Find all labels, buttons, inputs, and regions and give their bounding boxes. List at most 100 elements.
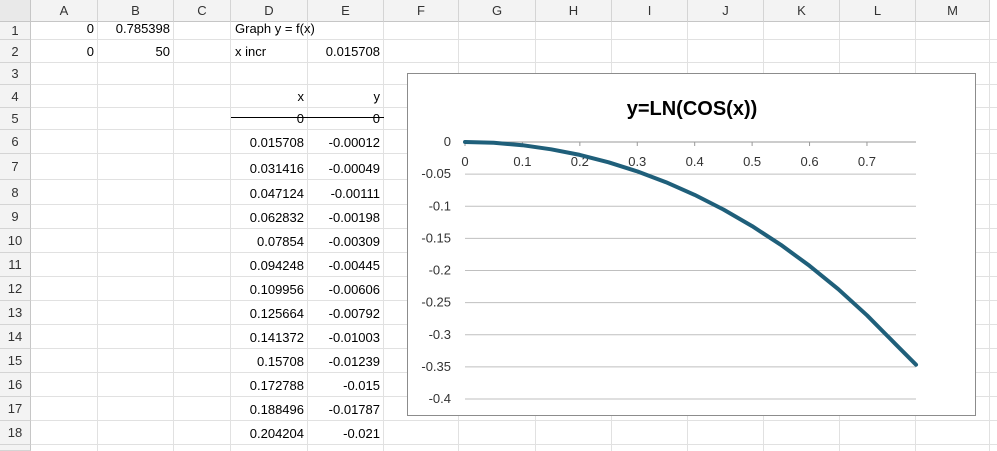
cell-E12[interactable]: -0.00606 [328,282,380,297]
cell-D17[interactable]: 0.188496 [249,402,304,417]
column-header-K[interactable]: K [764,0,840,22]
y-tick-label: -0.15 [421,230,451,245]
cell-E18[interactable]: -0.021 [343,426,380,441]
row-header-9[interactable]: 9 [0,205,31,229]
column-header-D[interactable]: D [231,0,308,22]
cell-D14[interactable]: 0.141372 [249,330,304,345]
column-header-M[interactable]: M [916,0,990,22]
grid-vline [989,22,990,451]
row-header-3[interactable]: 3 [0,63,31,85]
row-header-partial[interactable] [0,445,31,451]
cell-E9[interactable]: -0.00198 [328,210,380,225]
row-header-7[interactable]: 7 [0,154,31,180]
grid-vline [307,22,308,451]
y-tick-label: -0.4 [429,391,451,406]
x-tick-label: 0.3 [628,154,646,169]
row-header-5[interactable]: 5 [0,108,31,130]
cell-D18[interactable]: 0.204204 [249,426,304,441]
grid-hline [31,62,997,63]
cell-E11[interactable]: -0.00445 [328,258,380,273]
x-tick-label: 0.5 [743,154,761,169]
row-header-10[interactable]: 10 [0,229,31,253]
x-tick-label: 0.7 [858,154,876,169]
cell-E16[interactable]: -0.015 [343,378,380,393]
row-header-17[interactable]: 17 [0,397,31,421]
column-header-B[interactable]: B [98,0,174,22]
chart-svg: y=LN(COS(x)) 0 -0.05 -0.1 -0.15 -0.2 -0.25 -0.3… [421,98,918,406]
row-header-8[interactable]: 8 [0,180,31,205]
cell-B2[interactable]: 50 [155,44,170,59]
grid-hline [31,39,997,40]
cell-D2[interactable]: x incr [235,44,267,59]
y-tick-label: -0.2 [429,263,451,278]
row-header-14[interactable]: 14 [0,325,31,349]
row-header-13[interactable]: 13 [0,301,31,325]
row-header-12[interactable]: 12 [0,277,31,301]
cell-D8[interactable]: 0.047124 [249,186,304,201]
cell-D4[interactable]: x [297,89,305,104]
y-tick-label: -0.05 [421,166,451,181]
x-tick-label: 0 [461,154,468,169]
column-header-H[interactable]: H [536,0,612,22]
x-tick-label: 0.4 [686,154,704,169]
row-header-1[interactable]: 1 [0,22,31,40]
cell-D13[interactable]: 0.125664 [249,306,304,321]
row-header-4[interactable]: 4 [0,85,31,108]
column-header-L[interactable]: L [840,0,916,22]
y-tick-label: -0.35 [421,359,451,374]
cell-E5[interactable]: 0 [372,111,380,126]
y-tick-label: -0.25 [421,295,451,310]
cell-E10[interactable]: -0.00309 [328,234,380,249]
select-all-corner[interactable] [0,0,31,22]
cell-D9[interactable]: 0.062832 [249,210,304,225]
grid-vline [173,22,174,451]
cell-D10[interactable]: 0.07854 [257,234,304,249]
cell-E17[interactable]: -0.01787 [328,402,380,417]
cell-E15[interactable]: -0.01239 [328,354,380,369]
cell-E2[interactable]: 0.015708 [325,44,380,59]
row-header-11[interactable]: 11 [0,253,31,277]
cell-D11[interactable]: 0.094248 [249,258,304,273]
column-header-F[interactable]: F [384,0,459,22]
cell-E7[interactable]: -0.00049 [328,161,380,176]
row-header-2[interactable]: 2 [0,40,31,63]
cell-E4[interactable]: y [373,89,381,104]
chart[interactable]: y=LN(COS(x)) 0 -0.05 -0.1 -0.15 -0.2 -0.25 -0.3… [407,73,976,416]
cell-E13[interactable]: -0.00792 [328,306,380,321]
grid-hline [31,420,997,421]
column-header-G[interactable]: G [459,0,536,22]
row-header-18[interactable]: 18 [0,421,31,445]
cell-D6[interactable]: 0.015708 [249,135,304,150]
column-header-I[interactable]: I [612,0,688,22]
cell-D5[interactable]: 0 [296,111,304,126]
cell-D7[interactable]: 0.031416 [249,161,304,176]
cell-A2[interactable]: 0 [86,44,94,59]
column-header-E[interactable]: E [308,0,384,22]
y-tick-label: -0.1 [429,198,451,213]
grid-vline [383,22,384,451]
cell-D1[interactable]: Graph y = f(x) [235,21,315,36]
series-line[interactable] [463,140,918,367]
row-header-16[interactable]: 16 [0,373,31,397]
row-header-15[interactable]: 15 [0,349,31,373]
cell-D12[interactable]: 0.109956 [249,282,304,297]
header-border [231,117,384,118]
column-header-C[interactable]: C [174,0,231,22]
cell-E8[interactable]: -0.00111 [330,186,380,201]
chart-title: y=LN(COS(x)) [627,98,758,120]
cell-E6[interactable]: -0.00012 [328,135,380,150]
cell-D15[interactable]: 0.15708 [257,354,304,369]
row-header-6[interactable]: 6 [0,130,31,154]
grid-vline [230,22,231,451]
cell-D16[interactable]: 0.172788 [249,378,304,393]
y-tick-label: -0.3 [429,327,451,342]
y-tick-label: 0 [444,134,451,149]
cell-E14[interactable]: -0.01003 [328,330,380,345]
column-header-J[interactable]: J [688,0,764,22]
grid-hline [31,444,997,445]
column-header-A[interactable]: A [31,0,98,22]
x-tick-label: 0.1 [513,154,531,169]
grid-vline [97,22,98,451]
cell-A1[interactable]: 0 [86,21,94,36]
cell-B1[interactable]: 0.785398 [115,21,170,36]
